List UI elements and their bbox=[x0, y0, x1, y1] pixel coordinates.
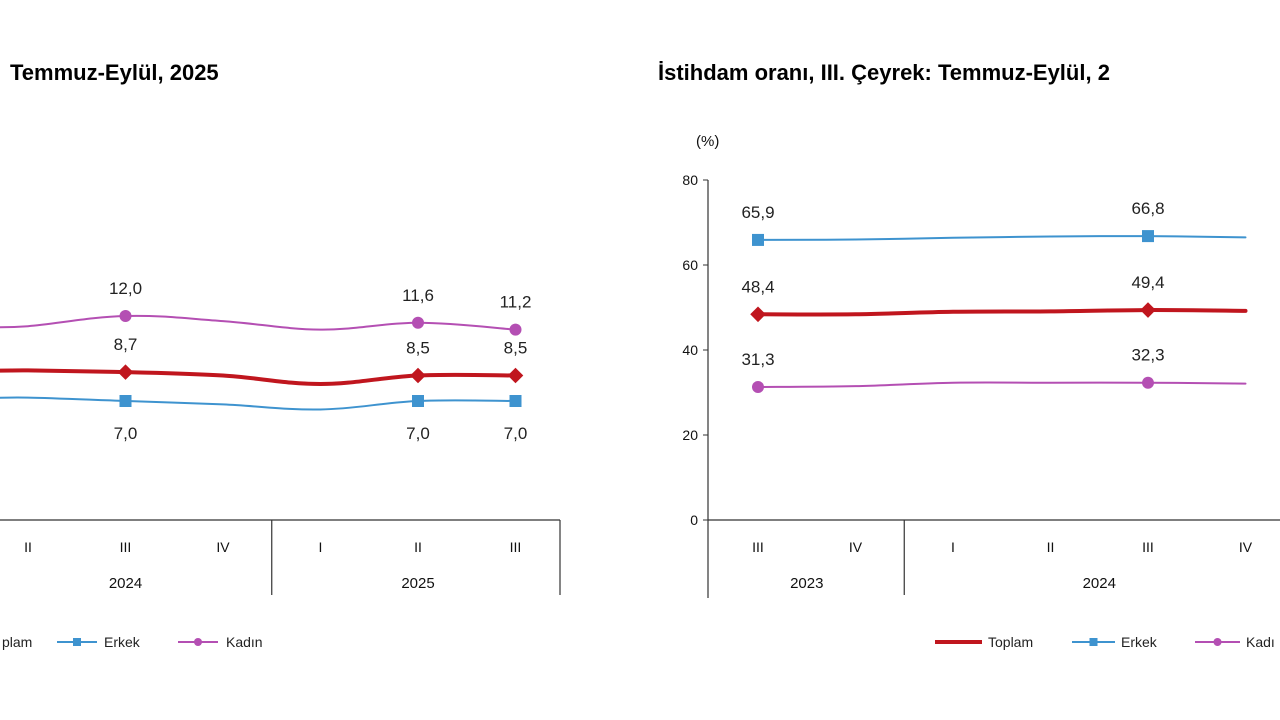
data-point-kadin bbox=[412, 316, 424, 329]
data-point-toplam bbox=[117, 364, 134, 380]
year-label: 2024 bbox=[1083, 575, 1116, 592]
data-point-toplam bbox=[507, 367, 524, 384]
legend-marker bbox=[1213, 638, 1222, 646]
y-tick-label: 60 bbox=[682, 257, 698, 273]
legend-label: Kadı bbox=[1246, 634, 1275, 650]
data-point-erkek bbox=[1142, 230, 1154, 243]
data-point-erkek bbox=[752, 233, 764, 246]
data-point-toplam bbox=[410, 367, 426, 384]
data-label: 7,0 bbox=[504, 424, 528, 443]
data-point-erkek bbox=[412, 395, 424, 407]
data-point-erkek bbox=[119, 395, 132, 407]
series-line-toplam bbox=[756, 308, 1248, 317]
unit-label: (%) bbox=[696, 133, 719, 150]
data-label: 66,8 bbox=[1131, 199, 1164, 218]
x-tick-label: II bbox=[1047, 539, 1055, 555]
x-tick-label: IV bbox=[849, 539, 863, 555]
x-tick-label: II bbox=[414, 539, 422, 555]
x-tick-label: III bbox=[120, 539, 132, 555]
legend-label: plam bbox=[2, 634, 32, 650]
x-tick-label: III bbox=[510, 539, 522, 555]
data-point-kadin bbox=[119, 310, 132, 322]
series-line-toplam bbox=[0, 368, 518, 387]
legend-label: Erkek bbox=[1121, 634, 1158, 650]
x-tick-label: II bbox=[24, 539, 32, 555]
chart-title: İstihdam oranı, III. Çeyrek: Temmuz-Eylü… bbox=[658, 60, 1110, 85]
legend-marker bbox=[194, 638, 202, 646]
year-label: 2024 bbox=[109, 575, 142, 592]
series-line-erkek bbox=[757, 235, 1247, 241]
data-label: 8,5 bbox=[406, 339, 430, 358]
data-point-kadin bbox=[752, 380, 764, 393]
employment-rate-chart: İstihdam oranı, III. Çeyrek: Temmuz-Eylü… bbox=[658, 60, 1280, 650]
y-tick-label: 80 bbox=[682, 172, 698, 188]
data-label: 49,4 bbox=[1131, 273, 1164, 292]
legend-label: Toplam bbox=[988, 634, 1033, 650]
data-point-toplam bbox=[750, 306, 766, 323]
x-tick-label: I bbox=[951, 539, 955, 555]
data-label: 8,7 bbox=[114, 335, 138, 354]
legend-label: Erkek bbox=[104, 634, 141, 650]
data-label: 31,3 bbox=[741, 350, 774, 369]
x-tick-label: IV bbox=[216, 539, 230, 555]
data-label: 7,0 bbox=[406, 424, 430, 443]
year-label: 2025 bbox=[401, 575, 434, 592]
data-label: 32,3 bbox=[1131, 346, 1164, 365]
data-label: 12,0 bbox=[109, 279, 142, 298]
series-line-kadın bbox=[0, 314, 517, 331]
year-label: 2023 bbox=[790, 575, 823, 592]
series-line-kadın bbox=[757, 381, 1247, 388]
data-label: 11,2 bbox=[500, 293, 532, 312]
series-line-erkek bbox=[0, 396, 517, 411]
x-tick-label: IV bbox=[1239, 539, 1253, 555]
data-label: 65,9 bbox=[741, 203, 774, 222]
data-label: 48,4 bbox=[741, 277, 774, 296]
x-tick-label: III bbox=[1142, 539, 1154, 555]
y-tick-label: 40 bbox=[682, 342, 698, 358]
data-point-erkek bbox=[509, 395, 522, 407]
data-label: 7,0 bbox=[114, 424, 138, 443]
y-tick-label: 0 bbox=[690, 512, 698, 528]
y-tick-label: 20 bbox=[682, 427, 698, 443]
legend-label: Kadın bbox=[226, 634, 263, 650]
data-label: 11,6 bbox=[402, 286, 434, 305]
legend-marker bbox=[1089, 638, 1098, 646]
data-point-kadin bbox=[509, 323, 522, 336]
x-tick-label: I bbox=[319, 539, 323, 555]
chart-title: Temmuz-Eylül, 2025 bbox=[10, 60, 219, 85]
data-point-toplam bbox=[1140, 302, 1156, 318]
data-point-kadin bbox=[1142, 376, 1154, 389]
data-label: 8,5 bbox=[504, 339, 528, 358]
x-tick-label: III bbox=[752, 539, 764, 555]
legend-marker bbox=[73, 638, 81, 646]
unemployment-chart: Temmuz-Eylül, 2025 8,7 8,5 8,5 7,0 7,0 7,0 12,… bbox=[0, 60, 561, 650]
